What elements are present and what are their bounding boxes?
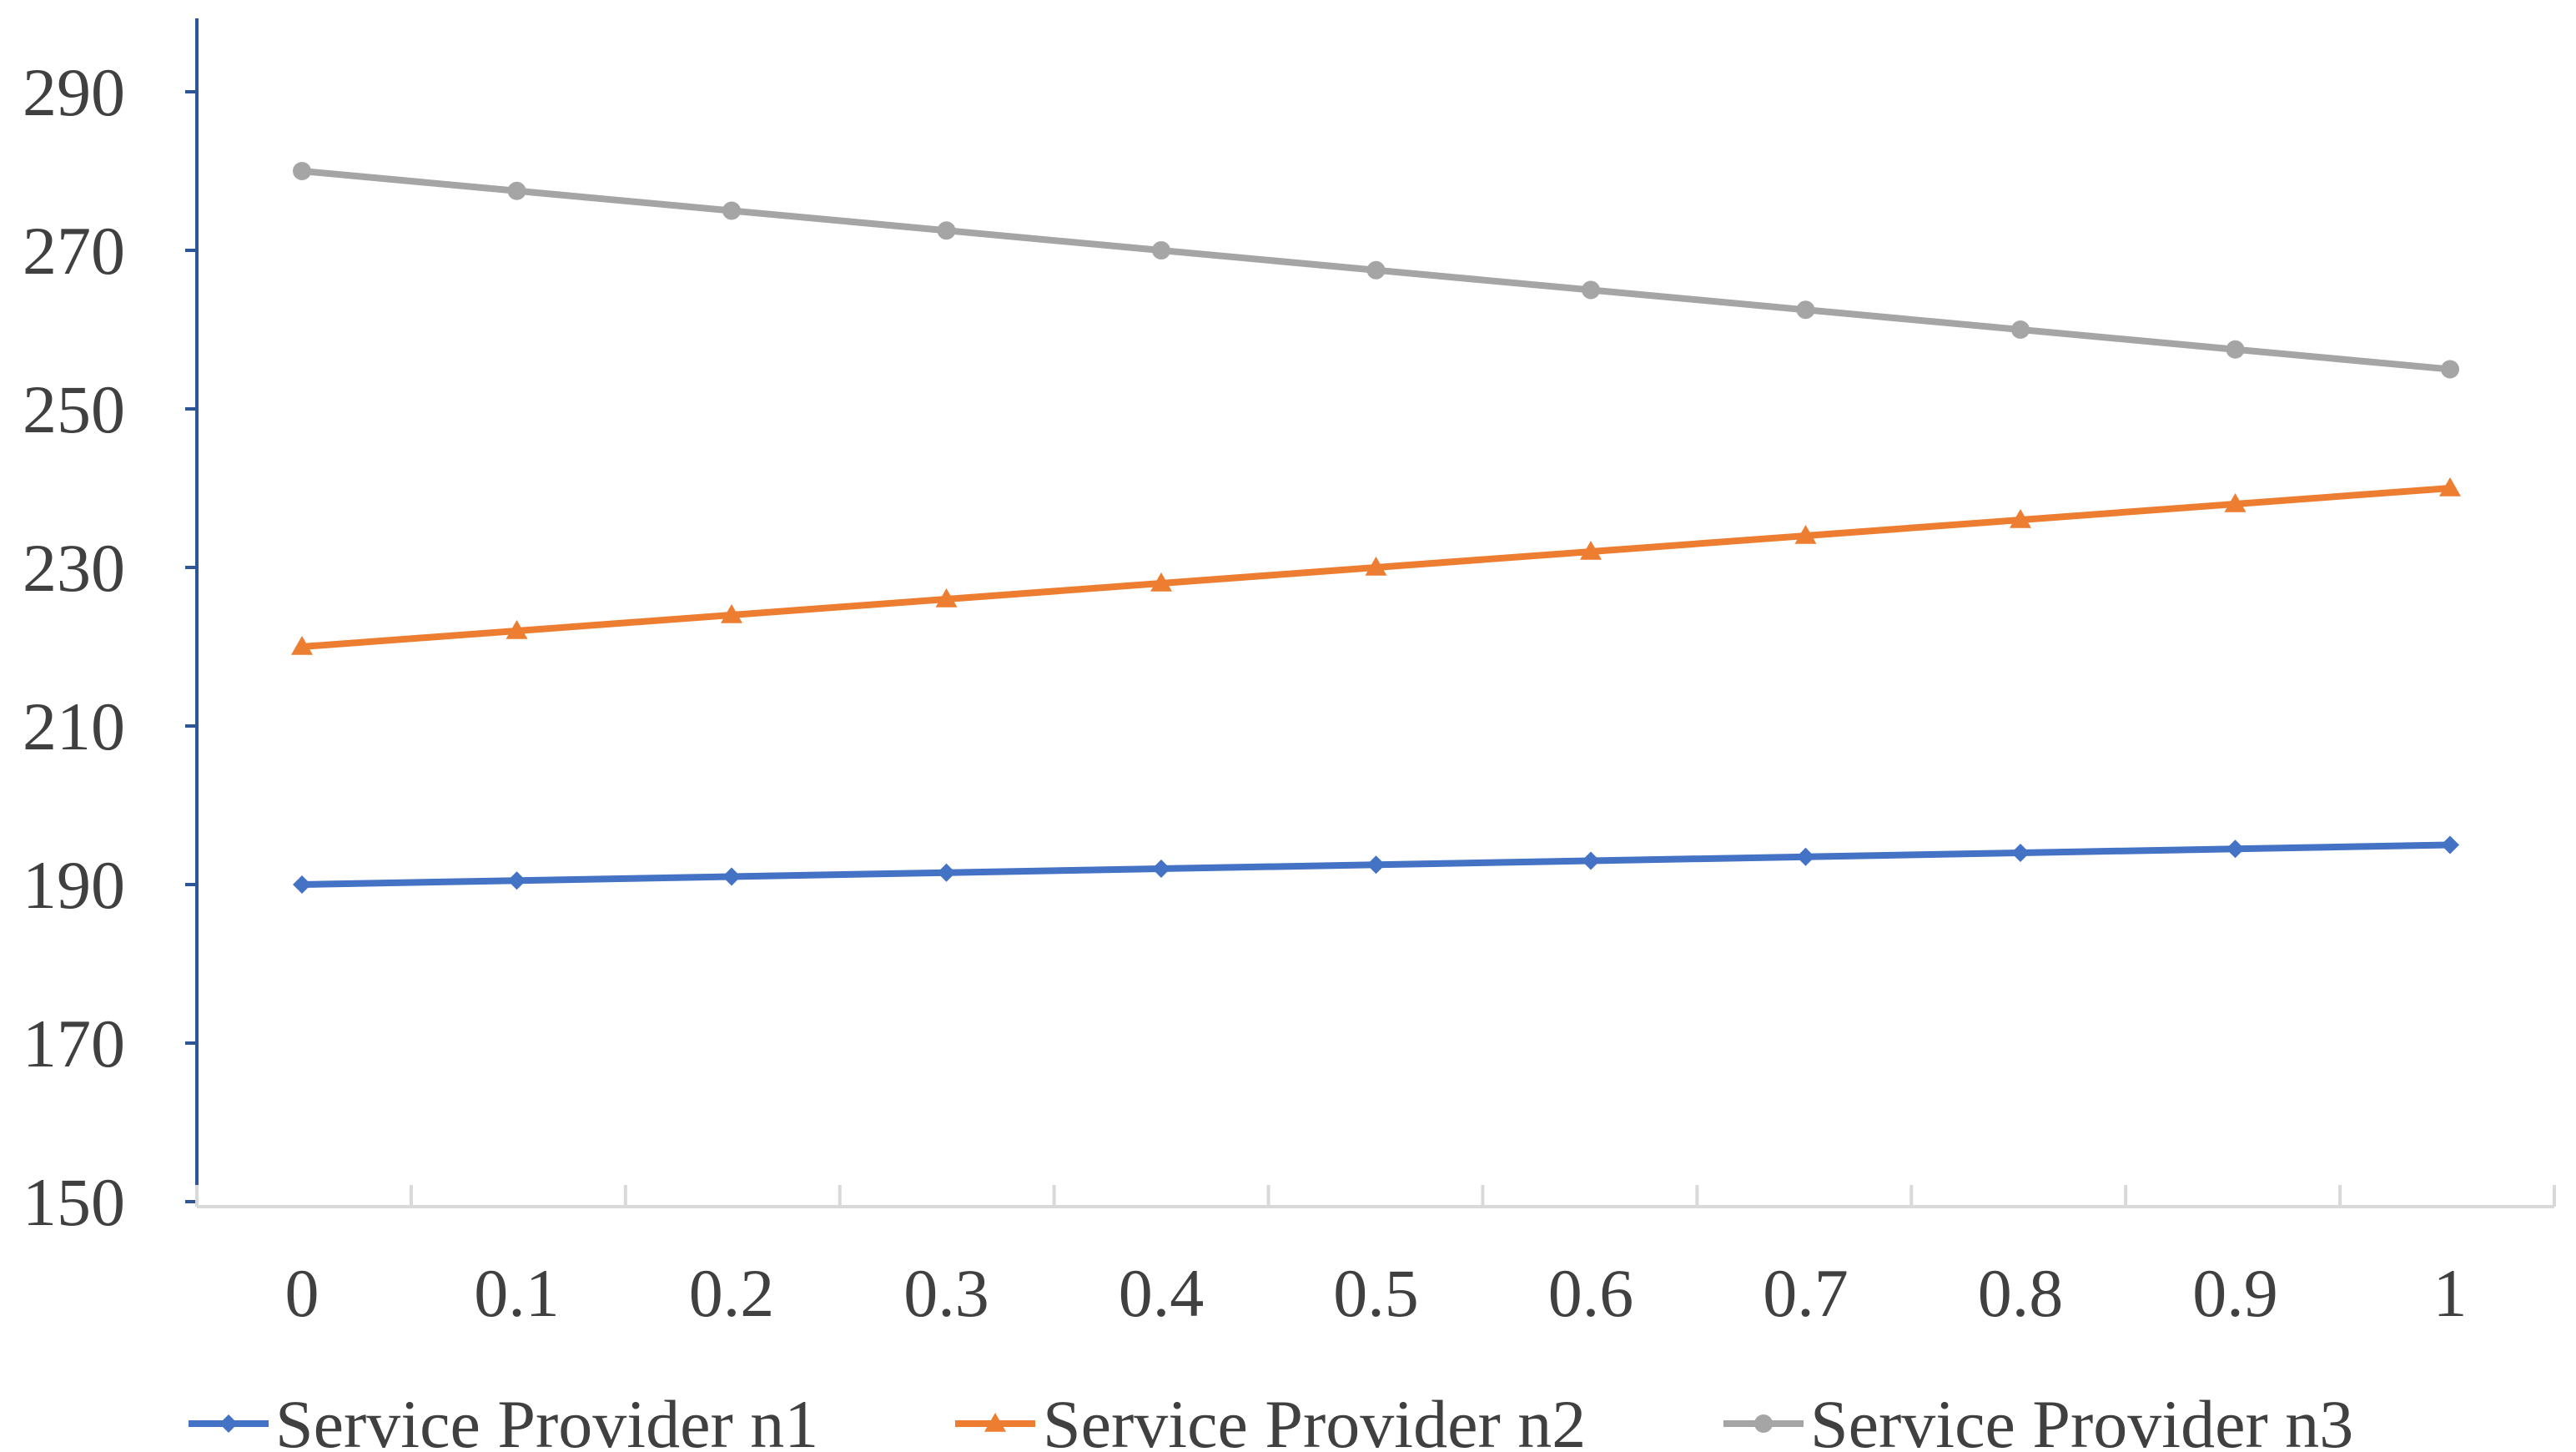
data-point [2226,839,2245,859]
x-tick-label: 0 [285,1255,319,1331]
data-point [507,181,526,200]
data-point [1152,241,1170,260]
x-tick-label: 0.2 [689,1255,775,1331]
data-point [2439,477,2461,497]
x-tick-label: 0.1 [474,1255,560,1331]
legend-item-1: Service Provider n1 [189,1386,818,1452]
legend-label: Service Provider n2 [1043,1386,1586,1448]
series-1 [293,835,2459,894]
y-tick-label: 190 [23,847,125,923]
legend-item-2: Service Provider n2 [955,1386,1586,1452]
data-point [937,221,956,240]
y-tick-label: 250 [23,371,125,447]
data-point [1580,541,1602,560]
legend-item-3: Service Provider n3 [1723,1386,2353,1452]
data-point [291,636,313,655]
x-tick-label: 0.5 [1333,1255,1419,1331]
legend-label: Service Provider n1 [275,1386,818,1448]
data-point [1366,260,1386,280]
data-point [1150,572,1172,592]
data-point [1365,557,1387,576]
y-tick-label: 270 [23,213,125,289]
legend-marker [219,1414,238,1433]
y-tick-label: 230 [23,530,125,606]
y-tick-label: 210 [23,688,125,764]
data-point [1582,851,1600,870]
data-point [2011,844,2030,862]
y-tick-label: 150 [23,1164,125,1240]
x-tick-label: 0.3 [903,1255,989,1331]
data-point [1794,525,1817,544]
data-point [293,162,311,180]
data-point [2441,835,2459,855]
data-point [2224,493,2246,512]
legend: Service Provider n1 Service Provider n2 Se… [189,1386,2353,1452]
data-point [507,871,526,890]
x-tick-label: 0.4 [1119,1255,1205,1331]
data-point [1796,300,1815,320]
legend-marker [984,1413,1006,1432]
data-point [935,588,958,608]
data-point [722,867,741,886]
data-point [721,604,742,623]
data-point [506,620,528,639]
x-tick-label: 0.8 [1978,1255,2064,1331]
data-point [293,875,311,894]
data-point [2011,320,2030,339]
legend-label: Service Provider n3 [1810,1386,2353,1448]
series-2 [291,477,2461,655]
data-point [2441,360,2459,379]
data-point [1366,855,1386,875]
x-tick-label: 0.7 [1763,1255,1849,1331]
data-point [1152,860,1170,878]
series-layer [291,162,2461,894]
x-tick-label: 1 [2433,1255,2468,1331]
y-tick-label: 290 [23,54,125,130]
data-point [2010,509,2031,528]
y-tick-label: 170 [23,1006,125,1081]
data-point [2226,340,2245,359]
data-point [937,863,956,882]
data-point [1582,280,1600,300]
data-point [1796,847,1815,866]
axes: 150 170 190 210 230 250 270 290 0 0.1 0.2 0.3 0.4 0.5… [23,18,2556,1331]
data-point [722,201,741,220]
legend-marker [1754,1414,1773,1433]
x-tick-label: 0.9 [2192,1255,2278,1331]
series-3 [293,162,2459,379]
x-tick-label: 0.6 [1548,1255,1634,1331]
